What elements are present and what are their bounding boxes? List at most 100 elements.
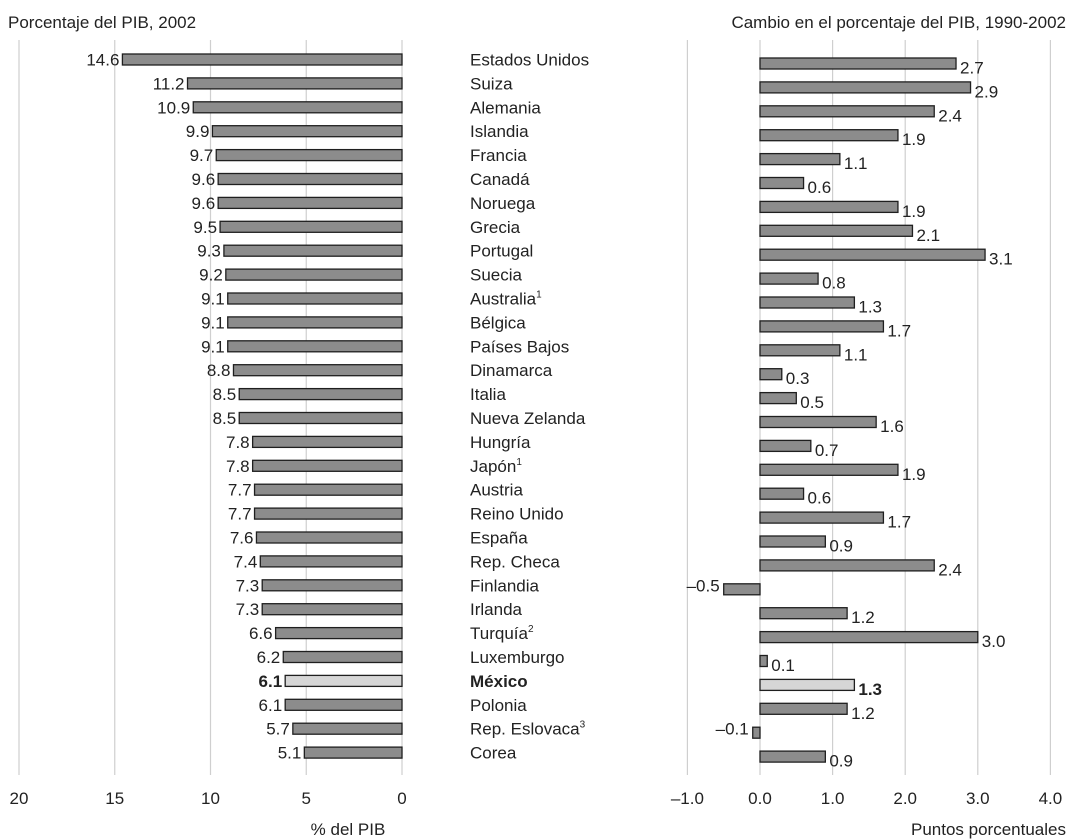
left-value-label: 8.5: [213, 385, 237, 404]
left-bar: [217, 196, 403, 210]
left-value-label: 6.6: [249, 624, 273, 643]
left-bar: [227, 292, 403, 305]
right-value-label: 2.7: [960, 59, 984, 78]
left-value-label: 8.5: [213, 409, 237, 428]
right-value-label: 3.0: [982, 632, 1006, 651]
country-label: Corea: [470, 744, 517, 763]
left-bar: [303, 746, 403, 759]
country-label: Suecia: [470, 266, 523, 285]
right-bar: [759, 702, 848, 715]
left-value-labels: 14.6 11.2 10.9 9.9 9.7 9.6 9.6 9.5 9.3 9.2 9.1 9.1 9…: [86, 51, 301, 763]
left-bar: [232, 364, 403, 377]
right-bar: [759, 654, 768, 668]
country-label: Francia: [470, 146, 527, 165]
left-bar: [292, 722, 403, 735]
country-label: Reino Unido: [470, 505, 564, 524]
left-bars: [121, 53, 403, 759]
right-value-label: 0.8: [822, 274, 846, 293]
left-x-tick: 0: [397, 789, 406, 808]
left-value-label: 6.1: [259, 696, 283, 715]
left-bar: [251, 459, 403, 472]
left-value-label: 6.1: [259, 672, 283, 691]
left-value-label: 7.7: [228, 481, 252, 500]
left-bar: [217, 172, 403, 186]
left-x-tick: 15: [105, 789, 124, 808]
right-value-label: 0.1: [771, 656, 795, 675]
right-value-label: 0.7: [815, 441, 839, 460]
right-bar: [759, 81, 972, 94]
country-label: Suiza: [470, 74, 513, 93]
country-label: Bélgica: [470, 313, 526, 332]
left-value-label: 9.2: [199, 266, 223, 285]
left-value-label: 9.1: [201, 337, 225, 356]
left-bar: [259, 555, 403, 568]
right-bar: [759, 248, 986, 261]
right-bar: [759, 200, 899, 214]
country-label: Luxemburgo: [470, 648, 565, 667]
left-bar: [211, 125, 403, 138]
right-x-tick: 1.0: [821, 789, 845, 808]
left-value-label: 11.2: [153, 74, 185, 93]
left-value-label: 9.6: [192, 194, 216, 213]
country-label: Islandia: [470, 122, 529, 141]
right-value-labels: 2.7 2.9 2.4 1.9 1.1 0.6 1.9 2.1 3.1 0.8 1.3 1.7 1.1 0…: [687, 59, 1013, 771]
right-value-label: 1.9: [902, 130, 926, 149]
left-x-axis-label: % del PIB: [311, 820, 386, 839]
country-label: Rep. Eslovaca3: [470, 720, 586, 739]
right-value-label: 1.1: [844, 154, 868, 173]
right-bar: [759, 487, 805, 500]
country-label: Portugal: [470, 242, 533, 261]
right-value-label: 0.3: [786, 369, 810, 388]
country-label: Grecia: [470, 218, 521, 237]
country-label: Estados Unidos: [470, 51, 589, 70]
left-bar: [227, 340, 403, 353]
right-value-label: 1.3: [858, 680, 882, 699]
right-value-label: 2.4: [938, 106, 962, 125]
right-value-label: 1.7: [887, 321, 911, 340]
left-x-tick-labels: 20 15 10 5 0: [10, 789, 407, 808]
right-bar: [759, 105, 935, 118]
country-label: Italia: [470, 385, 506, 404]
country-label: Canadá: [470, 170, 530, 189]
left-bar: [238, 387, 403, 401]
left-value-label: 9.6: [192, 170, 216, 189]
right-bars: [723, 57, 986, 763]
right-gridlines: [686, 40, 1052, 775]
left-value-label: 10.9: [157, 98, 190, 117]
right-bar: [759, 415, 877, 429]
right-value-label: 2.4: [938, 560, 962, 579]
left-value-label: 9.1: [201, 290, 225, 309]
left-bar: [227, 316, 403, 329]
left-bar: [192, 101, 403, 114]
right-bar: [759, 439, 812, 453]
country-labels: Estados Unidos Suiza Alemania Islandia Franc…: [470, 51, 589, 763]
left-value-label: 9.3: [197, 242, 221, 261]
right-value-label: 0.5: [800, 393, 824, 412]
right-bar: [759, 391, 797, 405]
left-bar: [251, 435, 403, 449]
country-label: Irlanda: [470, 600, 523, 619]
right-x-tick: 0.0: [748, 789, 772, 808]
country-label: Turquía2: [470, 624, 534, 643]
right-bar: [759, 463, 899, 476]
left-value-label: 7.3: [236, 576, 260, 595]
country-label: Finlandia: [470, 576, 540, 595]
left-value-label: 7.7: [228, 505, 252, 524]
left-bar: [253, 483, 403, 496]
footnote-mark: 3: [580, 720, 586, 731]
country-label: Dinamarca: [470, 361, 553, 380]
country-label: Rep. Checa: [470, 552, 560, 571]
footnote-mark: 2: [528, 624, 534, 635]
country-label: Noruega: [470, 194, 536, 213]
left-value-label: 5.7: [266, 720, 290, 739]
right-value-label: 2.9: [975, 82, 999, 101]
right-bar: [759, 630, 979, 644]
left-bar: [238, 411, 403, 425]
left-value-label: 14.6: [86, 51, 119, 70]
country-label: México: [470, 672, 528, 691]
left-bar: [284, 674, 403, 688]
right-value-label: 1.7: [887, 513, 911, 532]
right-x-tick: 3.0: [966, 789, 990, 808]
right-bar: [759, 176, 805, 190]
left-bar: [253, 507, 403, 520]
